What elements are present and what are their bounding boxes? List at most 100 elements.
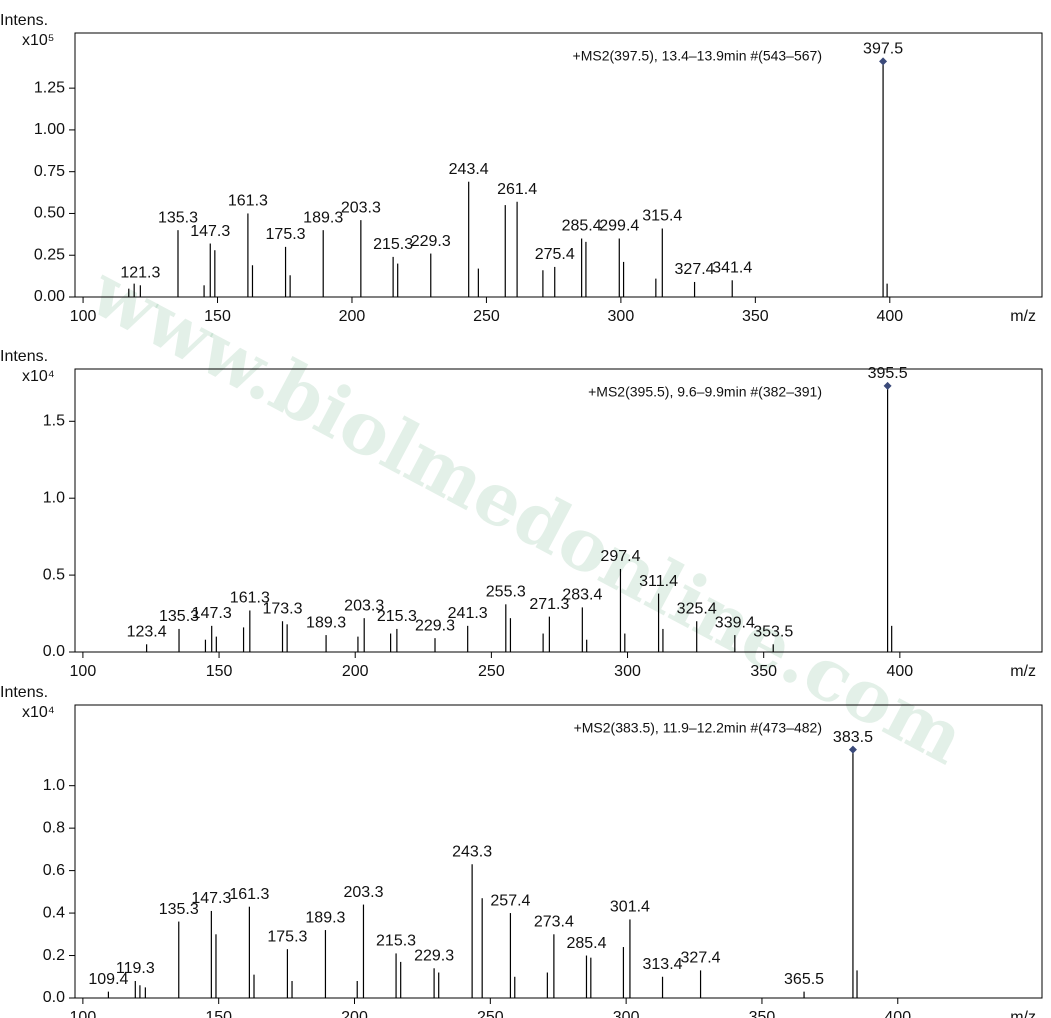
peak-label: 353.5	[753, 624, 793, 641]
peak-label: 215.3	[376, 933, 416, 950]
peak-label: 147.3	[192, 605, 232, 622]
peak-label: 161.3	[229, 886, 269, 903]
peak-label: 241.3	[448, 605, 488, 622]
y-tick-label: 0.6	[43, 862, 65, 879]
peak-marker	[849, 746, 857, 754]
peak-label: 123.4	[127, 624, 167, 641]
x-tick-label: 200	[339, 308, 366, 325]
y-tick-label: 1.0	[43, 777, 65, 794]
peak-label: 173.3	[262, 600, 302, 617]
peak-label: 189.3	[306, 614, 346, 631]
peak-label: 285.4	[566, 935, 606, 952]
x-tick-label: 400	[876, 308, 903, 325]
peak-label: 229.3	[414, 947, 454, 964]
y-tick-label: 0.0	[43, 643, 65, 660]
watermark: www.biolmedonline.com	[77, 247, 979, 780]
peak-label: 257.4	[490, 892, 530, 909]
peak-label: 243.3	[452, 843, 492, 860]
peak-label: 311.4	[639, 573, 678, 590]
peak-label: 297.4	[600, 548, 640, 565]
peak-label: 313.4	[643, 956, 683, 973]
y-tick-label: 0.00	[34, 288, 65, 305]
peak-label: 243.4	[449, 161, 489, 178]
x-tick-label: 300	[608, 308, 635, 325]
peak-label: 395.5	[868, 365, 908, 382]
x-tick-label: 100	[70, 663, 97, 680]
x-tick-label: 100	[70, 308, 97, 325]
peak-label: 189.3	[305, 909, 345, 926]
peak-label: 147.3	[191, 890, 231, 907]
y-axis-label: Intens.	[0, 684, 48, 701]
peak-label: 365.5	[784, 971, 824, 988]
peak-label: 215.3	[377, 608, 417, 625]
peak-label: 119.3	[116, 960, 155, 977]
x-tick-label: 150	[205, 1009, 232, 1018]
y-tick-label: 0.5	[43, 566, 65, 583]
y-axis-label: Intens.	[0, 12, 48, 29]
x-axis-label: m/z	[1010, 1009, 1036, 1018]
peak-marker	[884, 382, 892, 390]
peak-label: 273.4	[534, 914, 574, 931]
peak-label: 299.4	[599, 218, 639, 235]
y-tick-label: 0.2	[43, 947, 65, 964]
x-tick-label: 200	[342, 663, 369, 680]
x-tick-label: 400	[886, 663, 913, 680]
peak-label: 161.3	[228, 193, 268, 210]
peak-label: 283.4	[562, 587, 602, 604]
x-axis-label: m/z	[1010, 663, 1036, 680]
peak-label: 175.3	[266, 226, 306, 243]
y-tick-label: 0.0	[43, 989, 65, 1006]
y-tick-label: 1.00	[34, 121, 65, 138]
peak-label: 301.4	[610, 899, 650, 916]
peak-label: 383.5	[833, 729, 873, 746]
annotation: +MS2(395.5), 9.6–9.9min #(382–391)	[588, 384, 822, 400]
annotation: +MS2(383.5), 11.9–12.2min #(473–482)	[574, 720, 822, 736]
peak-label: 203.3	[343, 884, 383, 901]
x-tick-label: 250	[473, 308, 500, 325]
y-tick-label: 0.75	[34, 163, 65, 180]
peak-label: 121.3	[120, 265, 160, 282]
x-tick-label: 250	[478, 663, 505, 680]
y-tick-label: 1.0	[43, 489, 65, 506]
y-tick-label: 0.8	[43, 819, 65, 836]
peak-label: 261.4	[497, 181, 537, 198]
peak-label: 215.3	[373, 236, 413, 253]
y-scale: x10⁴	[22, 704, 55, 721]
x-tick-label: 250	[477, 1009, 504, 1018]
peak-label: 339.4	[715, 614, 755, 631]
peak-label: 325.4	[677, 600, 717, 617]
x-tick-label: 100	[70, 1009, 97, 1018]
peak-label: 147.3	[190, 223, 230, 240]
x-tick-label: 350	[750, 663, 777, 680]
x-tick-label: 400	[884, 1009, 911, 1018]
x-tick-label: 300	[613, 1009, 640, 1018]
peak-label: 203.3	[341, 199, 381, 216]
annotation: +MS2(397.5), 13.4–13.9min #(543–567)	[573, 48, 822, 64]
x-tick-label: 150	[206, 663, 233, 680]
peak-label: 229.3	[411, 233, 451, 250]
y-tick-label: 1.5	[43, 413, 65, 430]
y-tick-label: 1.25	[34, 79, 65, 96]
peak-marker	[879, 57, 887, 65]
y-tick-label: 0.25	[34, 246, 65, 263]
x-tick-label: 350	[749, 1009, 776, 1018]
peak-label: 327.4	[675, 261, 715, 278]
peak-label: 397.5	[863, 41, 903, 58]
peak-label: 341.4	[712, 260, 752, 277]
peak-label: 315.4	[642, 208, 682, 225]
x-tick-label: 300	[614, 663, 641, 680]
peak-label: 285.4	[562, 218, 602, 235]
x-tick-label: 150	[204, 308, 231, 325]
peak-label: 189.3	[303, 209, 343, 226]
y-tick-label: 0.4	[43, 904, 65, 921]
peak-label: 275.4	[535, 246, 575, 263]
y-scale: x10⁴	[22, 368, 55, 385]
spectra-figure: www.biolmedonline.com Intens. x10⁵ m/z +MS2…	[0, 0, 1051, 1018]
peak-label: 175.3	[267, 928, 307, 945]
x-axis-label: m/z	[1010, 308, 1036, 325]
y-scale: x10⁵	[22, 32, 54, 49]
y-tick-label: 0.50	[34, 205, 65, 222]
peak-label: 255.3	[486, 584, 526, 601]
x-tick-label: 350	[742, 308, 769, 325]
y-axis-label: Intens.	[0, 348, 48, 365]
